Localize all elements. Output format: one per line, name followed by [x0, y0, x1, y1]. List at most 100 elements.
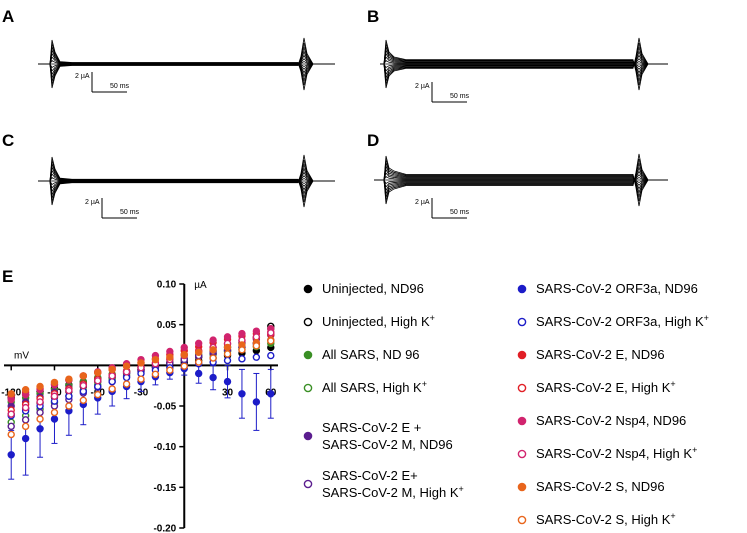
data-point	[50, 392, 59, 400]
legend-marker	[303, 350, 313, 360]
panel-label: E	[2, 267, 13, 286]
trace-panel-d: D 2 µA 50 ms	[367, 131, 668, 219]
legend-entry: SARS-CoV-2 S, High K+	[517, 511, 676, 527]
legend-label: SARS-CoV-2 M, ND96	[322, 437, 453, 452]
legend-entry: Uninjected, ND96	[303, 281, 424, 296]
legend-entry: SARS-CoV-2 E+SARS-CoV-2 M, High K+	[303, 468, 464, 500]
current-trace	[38, 156, 335, 208]
data-point	[252, 342, 261, 350]
data-point	[194, 348, 203, 357]
data-point	[36, 425, 44, 433]
scale-bar-time-label: 50 ms	[450, 93, 470, 100]
panel-label: C	[2, 131, 14, 150]
series-6	[7, 364, 275, 459]
scale-bar-time-label: 50 ms	[450, 209, 470, 216]
current-trace	[380, 58, 668, 72]
trace-panel-c: C 2 µA 50 ms	[2, 131, 335, 219]
x-tick-label: -30	[134, 387, 149, 398]
scale-bar-amplitude-label: 2 µA	[415, 83, 430, 90]
legend-superscript: +	[704, 313, 709, 323]
legend-superscript: +	[430, 313, 435, 323]
current-trace	[380, 60, 668, 67]
current-trace	[374, 176, 668, 183]
legend-marker	[303, 317, 313, 327]
current-trace	[380, 39, 668, 91]
legend-label: Uninjected, ND96	[322, 281, 424, 296]
current-trace	[380, 46, 668, 82]
legend-label: SARS-CoV-2 ORF3a, ND96	[536, 281, 698, 296]
data-point	[252, 353, 261, 361]
data-point	[36, 408, 44, 417]
current-trace	[38, 175, 335, 189]
legend-label: SARS-CoV-2 S, ND96	[536, 479, 665, 494]
legend-superscript: +	[670, 511, 675, 521]
legend-entry: Uninjected, High K+	[303, 313, 435, 329]
current-trace	[374, 166, 668, 196]
data-point	[79, 381, 88, 390]
data-point	[50, 378, 59, 387]
data-point	[94, 377, 102, 385]
data-point	[7, 422, 15, 431]
current-trace	[38, 39, 335, 91]
y-tick-label: -0.15	[153, 483, 176, 494]
legend-marker	[303, 479, 313, 489]
legend-entry: SARS-CoV-2 ORF3a, ND96	[517, 281, 698, 296]
legend-marker	[303, 383, 313, 393]
data-point	[7, 410, 15, 418]
current-trace	[380, 61, 668, 68]
current-trace	[380, 56, 668, 70]
data-point	[151, 355, 160, 364]
legend-label: SARS-CoV-2 Nsp4, ND96	[536, 413, 686, 428]
scale-bar-amplitude-label: 2 µA	[75, 73, 90, 80]
y-tick-label: -0.05	[153, 402, 176, 413]
legend-label: SARS-CoV-2 Nsp4, High K+	[536, 445, 697, 461]
data-point	[180, 351, 188, 359]
current-trace	[38, 58, 335, 72]
legend-marker	[517, 515, 527, 525]
data-point	[122, 380, 131, 388]
legend-marker	[517, 284, 527, 294]
legend-label: SARS-CoV-2 ORF3a, High K+	[536, 313, 709, 329]
data-point	[21, 386, 30, 394]
legend-label: All SARS, High K+	[322, 379, 427, 395]
data-point	[194, 339, 203, 348]
iv-plot-layer: E0.100.05-0.05-0.10-0.15-0.20-120-90-60-…	[1, 267, 278, 533]
legend-entry: SARS-CoV-2 E + SARS-CoV-2 M, ND96	[303, 420, 453, 452]
data-point	[180, 343, 188, 352]
legend-entry: SARS-CoV-2 ORF3a, High K+	[517, 313, 709, 329]
legend-entry: All SARS, ND 96	[303, 347, 420, 362]
data-point	[267, 390, 275, 398]
data-point	[238, 390, 246, 398]
legend-entry: SARS-CoV-2 E, High K+	[517, 379, 676, 395]
data-point	[209, 354, 217, 362]
current-trace	[374, 168, 668, 190]
legend-label: SARS-CoV-2 E, ND96	[536, 347, 665, 362]
legend-marker	[517, 383, 527, 393]
data-point	[209, 373, 217, 382]
data-point	[223, 350, 232, 358]
data-point	[122, 362, 131, 370]
legend-marker	[517, 416, 527, 426]
y-tick-label: -0.10	[153, 442, 176, 453]
data-point	[137, 375, 145, 383]
legend-superscript: +	[692, 445, 697, 455]
data-point	[50, 408, 59, 417]
legend-entry: SARS-CoV-2 Nsp4, ND96	[517, 413, 686, 428]
scale-bar-time-label: 50 ms	[110, 83, 130, 90]
data-point	[209, 346, 217, 354]
data-point	[267, 329, 275, 337]
data-point	[252, 398, 261, 406]
y-tick-label: -0.20	[153, 524, 176, 533]
scale-bar-time-label: 50 ms	[120, 209, 140, 216]
trace-panel-a: A 2 µA 50 ms	[2, 7, 335, 93]
data-point	[180, 362, 188, 370]
data-point	[7, 451, 15, 459]
data-point	[223, 333, 232, 341]
current-trace	[374, 170, 668, 192]
data-point	[166, 366, 174, 374]
data-point	[94, 390, 102, 399]
legend-entry: SARS-CoV-2 S, ND96	[517, 479, 665, 494]
legend-superscript: +	[459, 484, 464, 494]
y-tick-label: 0.10	[157, 280, 177, 291]
